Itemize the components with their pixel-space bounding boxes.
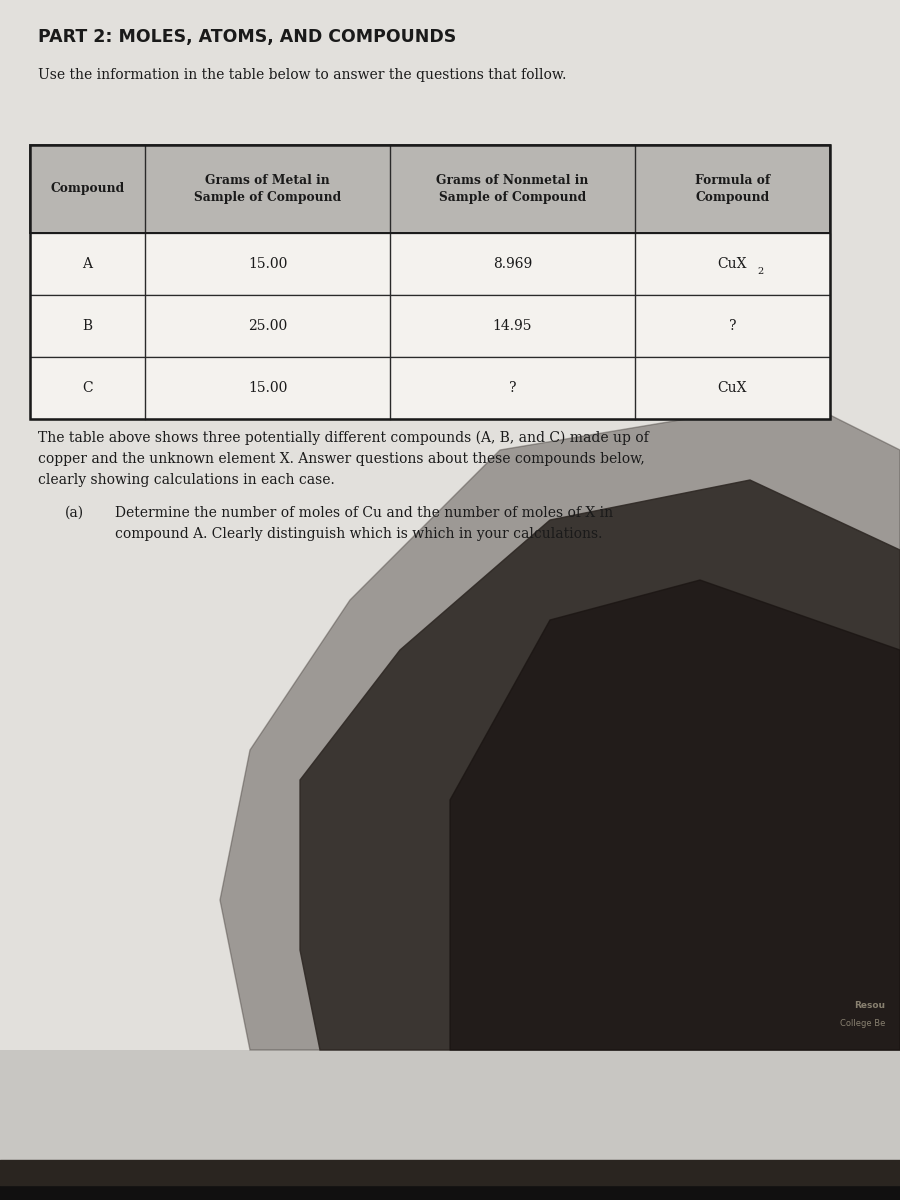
Polygon shape	[450, 580, 900, 1050]
Text: Use the information in the table below to answer the questions that follow.: Use the information in the table below t…	[38, 68, 566, 82]
Text: Compound: Compound	[50, 182, 124, 196]
Text: 14.95: 14.95	[493, 319, 532, 332]
Polygon shape	[300, 480, 900, 1050]
Text: 25.00: 25.00	[248, 319, 287, 332]
Text: (a): (a)	[65, 506, 84, 520]
Text: College Be: College Be	[840, 1019, 885, 1028]
Text: Grams of Metal in
Sample of Compound: Grams of Metal in Sample of Compound	[194, 174, 341, 204]
Text: Grams of Nonmetal in
Sample of Compound: Grams of Nonmetal in Sample of Compound	[436, 174, 589, 204]
FancyBboxPatch shape	[30, 358, 830, 419]
Text: Determine the number of moles of Cu and the number of moles of X in
compound A. : Determine the number of moles of Cu and …	[115, 506, 613, 540]
Text: CuX: CuX	[718, 257, 747, 271]
FancyBboxPatch shape	[0, 0, 900, 1050]
Text: C: C	[82, 382, 93, 395]
Text: 15.00: 15.00	[248, 382, 287, 395]
Text: PART 2: MOLES, ATOMS, AND COMPOUNDS: PART 2: MOLES, ATOMS, AND COMPOUNDS	[38, 28, 456, 46]
Text: Formula of
Compound: Formula of Compound	[695, 174, 770, 204]
Text: ?: ?	[508, 382, 517, 395]
Text: ?: ?	[729, 319, 736, 332]
Text: A: A	[83, 257, 93, 271]
FancyBboxPatch shape	[30, 233, 830, 295]
FancyBboxPatch shape	[30, 295, 830, 358]
Text: 15.00: 15.00	[248, 257, 287, 271]
Text: B: B	[83, 319, 93, 332]
Polygon shape	[220, 400, 900, 1050]
FancyBboxPatch shape	[30, 145, 830, 233]
Text: CuX: CuX	[718, 382, 747, 395]
Text: Resou: Resou	[854, 1001, 885, 1010]
Text: The table above shows three potentially different compounds (A, B, and C) made u: The table above shows three potentially …	[38, 431, 649, 486]
Text: 8.969: 8.969	[493, 257, 532, 271]
Text: 2: 2	[758, 266, 763, 276]
